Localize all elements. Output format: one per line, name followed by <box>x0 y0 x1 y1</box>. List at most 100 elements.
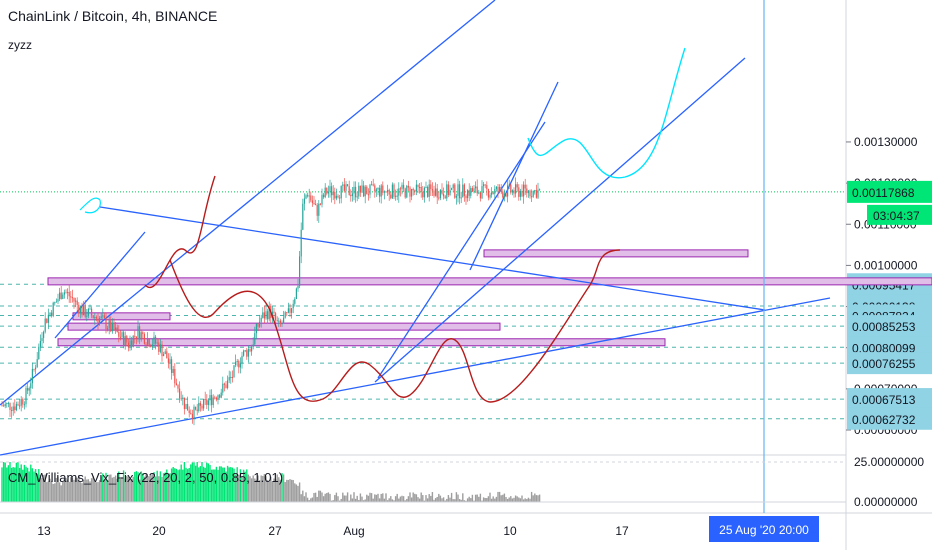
indicator-bar <box>82 479 85 502</box>
candle-body <box>172 369 174 373</box>
indicator-bar <box>524 498 526 502</box>
indicator-bar <box>175 468 178 502</box>
candle-body <box>292 303 294 309</box>
candle-body <box>95 317 97 319</box>
indicator-bar <box>233 468 235 502</box>
candle-body <box>20 399 22 406</box>
indicator-bar <box>135 471 138 502</box>
indicator-bar <box>105 472 107 502</box>
indicator-bar <box>25 466 27 502</box>
candle-body <box>57 299 59 302</box>
indicator-bar <box>196 462 198 502</box>
indicator-bar <box>84 476 86 502</box>
indicator-bar <box>508 497 510 502</box>
candle-body <box>532 190 534 197</box>
candle-body <box>339 197 341 199</box>
candle-body <box>519 190 521 197</box>
price-tick-label: 0.00100000 <box>854 258 918 272</box>
candle-body <box>383 191 385 193</box>
candle-body <box>284 312 286 318</box>
candle-body <box>425 187 427 189</box>
indicator-bar <box>263 474 266 502</box>
candle-body <box>303 198 305 204</box>
candle-body <box>207 400 209 405</box>
candle-body <box>497 186 499 193</box>
indicator-bar <box>418 498 421 502</box>
indicator-bar <box>252 475 254 502</box>
candle-body <box>510 184 512 193</box>
candle-body <box>115 327 117 330</box>
indicator-bar <box>420 492 422 502</box>
candle-body <box>167 358 169 363</box>
candle-body <box>222 383 224 393</box>
candle-body <box>491 192 493 195</box>
candle-body <box>294 298 296 304</box>
indicator-bar <box>151 474 154 502</box>
indicator-bar <box>156 470 158 502</box>
indicator-bar <box>529 498 531 502</box>
indicator-bar <box>281 473 283 502</box>
candle-body <box>518 187 520 197</box>
indicator-bar <box>484 498 486 502</box>
candle-body <box>476 186 478 194</box>
time-tick-label: 10 <box>503 524 517 538</box>
indicator-bar <box>350 494 352 502</box>
candle-body <box>60 292 62 299</box>
candle-body <box>30 383 32 389</box>
candle-body <box>126 336 128 343</box>
level-label-bg <box>847 352 932 375</box>
candle-body <box>430 184 432 190</box>
candle-body <box>334 191 336 199</box>
indicator-bar <box>9 462 11 502</box>
indicator-bar <box>41 477 43 502</box>
indicator-bar <box>186 469 189 502</box>
candle-body <box>68 291 70 297</box>
candle-body <box>350 194 352 197</box>
candle-body <box>54 302 56 304</box>
candle-body <box>89 308 91 310</box>
candle-body <box>255 323 257 334</box>
price-tick-label: 0.00130000 <box>854 135 918 149</box>
candle-body <box>199 402 201 406</box>
indicator-bar <box>202 466 205 502</box>
candle-body <box>4 404 6 407</box>
indicator-bar <box>495 496 498 502</box>
indicator-bar <box>177 470 179 502</box>
candle-body <box>196 409 198 412</box>
candle-body <box>297 285 299 289</box>
indicator-bar <box>239 469 242 502</box>
candle-body <box>515 184 517 194</box>
indicator-bar <box>68 481 70 502</box>
indicator-bar <box>430 495 432 502</box>
indicator-bar <box>486 498 488 502</box>
candle-body <box>75 300 77 302</box>
time-tick-label: 27 <box>268 524 282 538</box>
indicator-bar <box>338 500 341 502</box>
candle-body <box>411 188 413 197</box>
candle-body <box>225 384 227 389</box>
indicator-bar <box>370 493 373 502</box>
candle-body <box>44 318 46 332</box>
indicator-bar <box>142 473 144 502</box>
indicator-bar <box>199 466 202 502</box>
candle-body <box>254 333 256 345</box>
candle-body <box>377 188 379 190</box>
candle-body <box>28 388 30 391</box>
indicator-bar <box>534 493 536 502</box>
candle-body <box>201 405 203 409</box>
candle-body <box>249 349 251 352</box>
indicator-bar <box>527 497 530 502</box>
candle-body <box>198 402 200 412</box>
candle-body <box>361 185 363 193</box>
indicator-bar <box>454 499 456 502</box>
candle-body <box>390 194 392 199</box>
candle-body <box>481 186 483 199</box>
candle-body <box>15 404 17 411</box>
indicator-bar <box>503 493 506 502</box>
indicator-bar <box>311 497 314 502</box>
indicator-bar <box>538 494 541 502</box>
indicator-bar <box>406 498 408 502</box>
indicator-bar <box>10 467 13 502</box>
candle-body <box>356 196 358 198</box>
